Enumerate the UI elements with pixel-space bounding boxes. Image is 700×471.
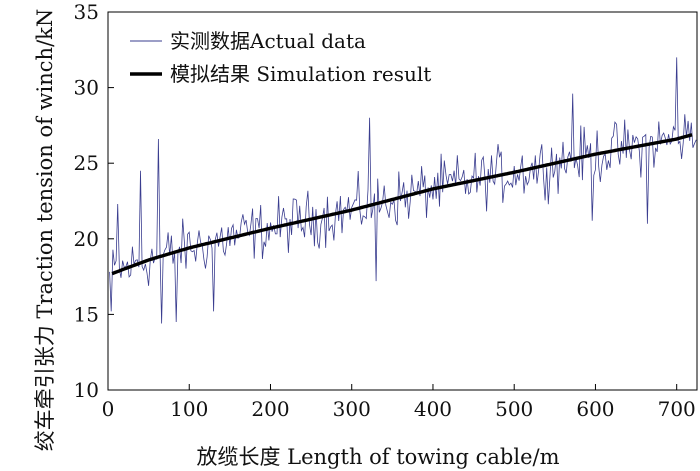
y-tick-label-35: 35 bbox=[74, 0, 99, 24]
ticks-layer: 0 100 200 300 400 500 600 700 10 15 20 25 30 35 bbox=[74, 0, 696, 421]
plot-frame bbox=[107, 11, 698, 391]
y-tick-label-30: 30 bbox=[74, 76, 99, 100]
x-tick-label-200: 200 bbox=[251, 397, 289, 421]
series-layer bbox=[109, 57, 697, 324]
legend: 实测数据Actual data 模拟结果 Simulation result bbox=[130, 29, 431, 86]
x-tick-label-500: 500 bbox=[495, 397, 533, 421]
x-tick-label-300: 300 bbox=[333, 397, 371, 421]
series-actual-data-line bbox=[109, 57, 697, 324]
y-tick-label-20: 20 bbox=[74, 227, 99, 251]
y-axis-label: 绞车牵引张力 Traction tension of winch/kN bbox=[33, 9, 57, 452]
y-tick-label-10: 10 bbox=[74, 378, 99, 402]
x-tick-label-0: 0 bbox=[102, 397, 115, 421]
legend-label-actual-data: 实测数据Actual data bbox=[170, 29, 366, 53]
x-axis-label: 放缆长度 Length of towing cable/m bbox=[196, 445, 559, 469]
y-tick-label-15: 15 bbox=[74, 302, 99, 326]
y-tick-label-25: 25 bbox=[74, 151, 99, 175]
legend-label-simulation-result: 模拟结果 Simulation result bbox=[170, 62, 431, 86]
x-tick-label-600: 600 bbox=[576, 397, 614, 421]
x-tick-label-700: 700 bbox=[658, 397, 696, 421]
series-simulation-result-line bbox=[111, 133, 693, 276]
x-tick-label-100: 100 bbox=[170, 397, 208, 421]
x-tick-label-400: 400 bbox=[414, 397, 452, 421]
